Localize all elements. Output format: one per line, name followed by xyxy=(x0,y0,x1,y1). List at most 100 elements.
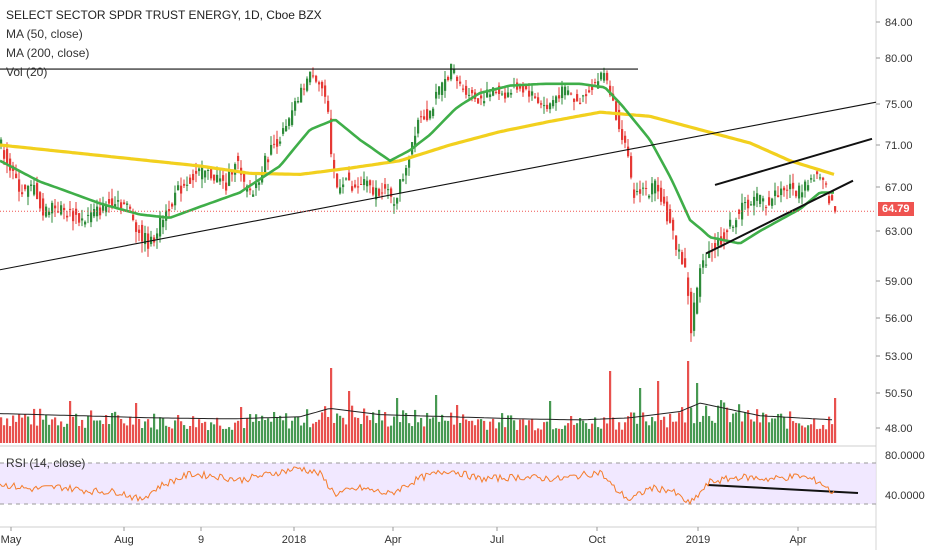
candle xyxy=(66,211,68,222)
candle-body xyxy=(441,82,443,95)
volume-bar xyxy=(531,419,533,443)
candle xyxy=(585,89,587,104)
volume-bar xyxy=(57,425,59,443)
candle-body xyxy=(792,183,794,189)
candle-body xyxy=(468,95,470,96)
candle-body xyxy=(324,85,326,96)
volume-bar xyxy=(747,410,749,443)
volume-bar xyxy=(288,428,290,443)
candle-body xyxy=(714,243,716,248)
symbol-title[interactable]: SELECT SECTOR SPDR TRUST ENERGY, 1D, Cbo… xyxy=(6,6,322,25)
candle-body xyxy=(54,206,56,209)
volume-bar xyxy=(117,415,119,443)
candle xyxy=(384,178,386,194)
candle xyxy=(372,180,374,196)
volume-bar xyxy=(144,421,146,443)
rsi-tick-label: 40.0000 xyxy=(885,490,925,502)
candle xyxy=(633,183,635,204)
volume-bar xyxy=(555,428,557,443)
volume-bar xyxy=(282,420,284,443)
candle-body xyxy=(696,288,698,314)
volume-bar xyxy=(636,424,638,443)
volume-bar xyxy=(786,429,788,443)
candle-body xyxy=(48,212,50,215)
candle-body xyxy=(132,215,134,220)
candle xyxy=(405,165,407,184)
candle-body xyxy=(543,105,545,106)
candle xyxy=(504,87,506,103)
volume-bar xyxy=(759,422,761,443)
volume-bar xyxy=(336,414,338,443)
rsi-legend[interactable]: RSI (14, close) xyxy=(6,456,85,470)
volume-bar xyxy=(705,406,707,443)
volume-bar xyxy=(519,420,521,443)
volume-bar xyxy=(780,414,782,443)
candle-body xyxy=(771,199,773,206)
candle xyxy=(531,83,533,101)
candle xyxy=(426,101,428,122)
candle-body xyxy=(342,184,344,187)
volume-bar xyxy=(516,430,518,443)
candle xyxy=(288,117,290,129)
volume-bar xyxy=(273,412,275,443)
volume-bar xyxy=(573,425,575,443)
volume-bar xyxy=(687,361,689,443)
candle-body xyxy=(660,188,662,202)
volume-bar xyxy=(822,425,824,443)
volume-bar xyxy=(243,428,245,443)
volume-bar xyxy=(783,417,785,443)
candle xyxy=(792,174,794,196)
volume-bar xyxy=(342,418,344,443)
volume-bar xyxy=(612,418,614,443)
candle-body xyxy=(387,189,389,190)
candle-body xyxy=(294,101,296,111)
volume-bar xyxy=(210,422,212,443)
volume-bar xyxy=(405,413,407,443)
candle-body xyxy=(630,156,632,177)
candle xyxy=(117,191,119,209)
volume-bar xyxy=(552,429,554,443)
volume-bar xyxy=(762,413,764,443)
time-tick-label: Apr xyxy=(789,534,806,546)
candle xyxy=(681,250,683,265)
candle xyxy=(60,201,62,216)
candle xyxy=(684,248,686,268)
volume-bar xyxy=(708,416,710,443)
candle xyxy=(804,180,806,198)
candle-body xyxy=(648,196,650,198)
volume-bar xyxy=(663,417,665,443)
ma50-legend[interactable]: MA (50, close) xyxy=(6,25,322,44)
volume-bar xyxy=(9,426,11,443)
volume-bar xyxy=(576,423,578,443)
candle-body xyxy=(477,98,479,103)
candle-body xyxy=(222,175,224,181)
volume-bar xyxy=(102,424,104,443)
time-tick-label: Apr xyxy=(384,534,401,546)
volume-bar xyxy=(744,412,746,443)
volume-bar xyxy=(165,426,167,443)
volume-bar xyxy=(537,428,539,443)
ma200-legend[interactable]: MA (200, close) xyxy=(6,44,322,63)
price-tick-label: 63.00 xyxy=(885,226,913,238)
candle-body xyxy=(768,197,770,205)
candle xyxy=(567,86,569,96)
volume-bar xyxy=(258,421,260,443)
candle xyxy=(558,87,560,102)
candle xyxy=(93,203,95,218)
candle-body xyxy=(813,181,815,182)
candle xyxy=(549,102,551,113)
candle xyxy=(336,173,338,188)
candle-body xyxy=(177,185,179,190)
volume-legend[interactable]: Vol (20) xyxy=(6,63,322,82)
candle-body xyxy=(351,186,353,191)
candle-body xyxy=(423,116,425,119)
candle xyxy=(654,179,656,201)
candle xyxy=(12,162,14,179)
candle xyxy=(318,81,320,92)
candle xyxy=(447,76,449,82)
volume-bar xyxy=(150,428,152,443)
candle-body xyxy=(504,93,506,99)
candle-body xyxy=(33,185,35,195)
candle-body xyxy=(162,220,164,227)
